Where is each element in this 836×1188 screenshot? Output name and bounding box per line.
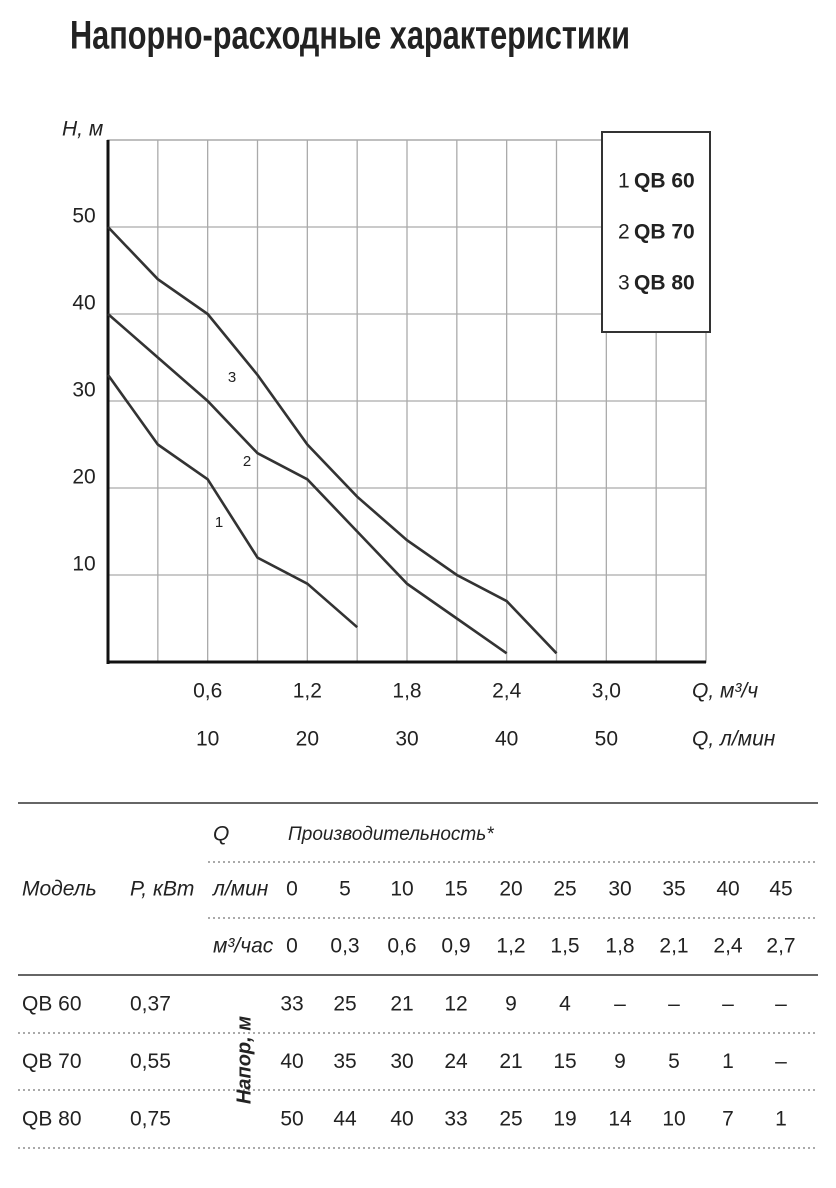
table-cell: 1 bbox=[722, 1050, 734, 1073]
legend-number: 3 bbox=[618, 272, 630, 295]
y-tick-label: 40 bbox=[72, 292, 95, 315]
table-side-label: Напор, м bbox=[233, 1016, 255, 1104]
x2-tick-label: 50 bbox=[595, 728, 618, 751]
table-cell: 7 bbox=[722, 1108, 734, 1131]
table-cell: 0,75 bbox=[130, 1108, 171, 1131]
table-cell: 24 bbox=[444, 1050, 468, 1073]
table-cell: 25 bbox=[499, 1108, 522, 1131]
table-cell: 40 bbox=[280, 1050, 303, 1073]
table-cell: 5 bbox=[339, 878, 351, 901]
table-cell: 2,7 bbox=[766, 935, 795, 958]
curve-label: 1 bbox=[215, 514, 223, 531]
x-tick-label: 1,2 bbox=[293, 680, 322, 703]
table-cell: – bbox=[775, 993, 787, 1016]
legend-number: 1 bbox=[618, 170, 630, 193]
curve-label: 3 bbox=[228, 369, 236, 386]
table-cell: 10 bbox=[390, 878, 413, 901]
legend-number: 2 bbox=[618, 221, 630, 244]
table-cell: 2,4 bbox=[713, 935, 743, 958]
table-cell: 0,9 bbox=[441, 935, 470, 958]
table-cell: 0 bbox=[286, 935, 298, 958]
table-cell: 9 bbox=[614, 1050, 626, 1073]
table-cell: 21 bbox=[499, 1050, 522, 1073]
x-tick-label: 3,0 bbox=[592, 680, 621, 703]
table-cell: 10 bbox=[662, 1108, 685, 1131]
table-cell: 0,6 bbox=[387, 935, 416, 958]
table-cell: 1,5 bbox=[550, 935, 579, 958]
legend-label: QB 60 bbox=[634, 170, 695, 193]
table-cell: 0,37 bbox=[130, 993, 171, 1016]
y-tick-label: 10 bbox=[72, 553, 95, 576]
table-header: Модель bbox=[22, 878, 97, 901]
table-cell: QB 60 bbox=[22, 993, 82, 1016]
table-cell: 9 bbox=[505, 993, 517, 1016]
x-tick-label: 1,8 bbox=[392, 680, 421, 703]
table-header: Производительность* bbox=[288, 824, 494, 845]
table-cell: 20 bbox=[499, 878, 522, 901]
table-cell: 1,2 bbox=[496, 935, 525, 958]
table-cell: 25 bbox=[333, 993, 356, 1016]
table-cell: 0,3 bbox=[330, 935, 359, 958]
table-cell: 25 bbox=[553, 878, 576, 901]
x2-tick-label: 10 bbox=[196, 728, 219, 751]
table-cell: 4 bbox=[559, 993, 571, 1016]
table-cell: 15 bbox=[553, 1050, 576, 1073]
legend-box bbox=[601, 131, 711, 333]
series-line bbox=[107, 226, 558, 655]
table-cell: 40 bbox=[390, 1108, 413, 1131]
x2-tick-label: 20 bbox=[296, 728, 319, 751]
series-line bbox=[106, 374, 359, 629]
table-cell: 33 bbox=[444, 1108, 467, 1131]
y-tick-label: 50 bbox=[72, 205, 95, 228]
table-cell: 0 bbox=[286, 878, 298, 901]
x-axis-label: Q, м³/ч bbox=[692, 680, 758, 703]
x-tick-label: 0,6 bbox=[193, 680, 222, 703]
table-cell: 21 bbox=[390, 993, 413, 1016]
table-cell: 12 bbox=[444, 993, 467, 1016]
table-cell: 45 bbox=[769, 878, 792, 901]
table-header: л/мин bbox=[212, 878, 269, 901]
table-cell: 1,8 bbox=[605, 935, 634, 958]
table-cell: – bbox=[614, 993, 626, 1016]
legend-label: QB 70 bbox=[634, 221, 695, 244]
table-header: P, кВт bbox=[130, 878, 194, 901]
y-tick-label: 30 bbox=[72, 379, 95, 402]
table-cell: 35 bbox=[333, 1050, 356, 1073]
x-tick-label: 2,4 bbox=[492, 680, 522, 703]
table-cell: 5 bbox=[668, 1050, 680, 1073]
table-cell: 30 bbox=[608, 878, 631, 901]
series-line bbox=[107, 313, 508, 655]
legend-label: QB 80 bbox=[634, 272, 695, 295]
table-cell: – bbox=[668, 993, 680, 1016]
table-cell: 14 bbox=[608, 1108, 632, 1131]
table-cell: 33 bbox=[280, 993, 303, 1016]
x2-tick-label: 40 bbox=[495, 728, 518, 751]
table-cell: – bbox=[775, 1050, 787, 1073]
table-cell: 2,1 bbox=[659, 935, 688, 958]
y-axis-label: H, м bbox=[62, 118, 103, 141]
table-cell: 44 bbox=[333, 1108, 357, 1131]
table-cell: 35 bbox=[662, 878, 685, 901]
table-cell: 0,55 bbox=[130, 1050, 171, 1073]
table-cell: QB 70 bbox=[22, 1050, 82, 1073]
table-cell: QB 80 bbox=[22, 1108, 82, 1131]
table-cell: 50 bbox=[280, 1108, 303, 1131]
table-cell: 1 bbox=[775, 1108, 787, 1131]
y-tick-label: 20 bbox=[72, 466, 95, 489]
table-header: м³/час bbox=[213, 935, 274, 958]
table-cell: – bbox=[722, 993, 734, 1016]
x2-tick-label: 30 bbox=[395, 728, 418, 751]
table-cell: 30 bbox=[390, 1050, 413, 1073]
table-cell: 15 bbox=[444, 878, 467, 901]
table-header: Q bbox=[213, 823, 229, 846]
curve-label: 2 bbox=[243, 453, 251, 470]
table-cell: 40 bbox=[716, 878, 739, 901]
table-cell: 19 bbox=[553, 1108, 576, 1131]
x2-axis-label: Q, л/мин bbox=[692, 728, 776, 751]
chart-title: Напорно-расходные характеристики bbox=[70, 14, 630, 58]
